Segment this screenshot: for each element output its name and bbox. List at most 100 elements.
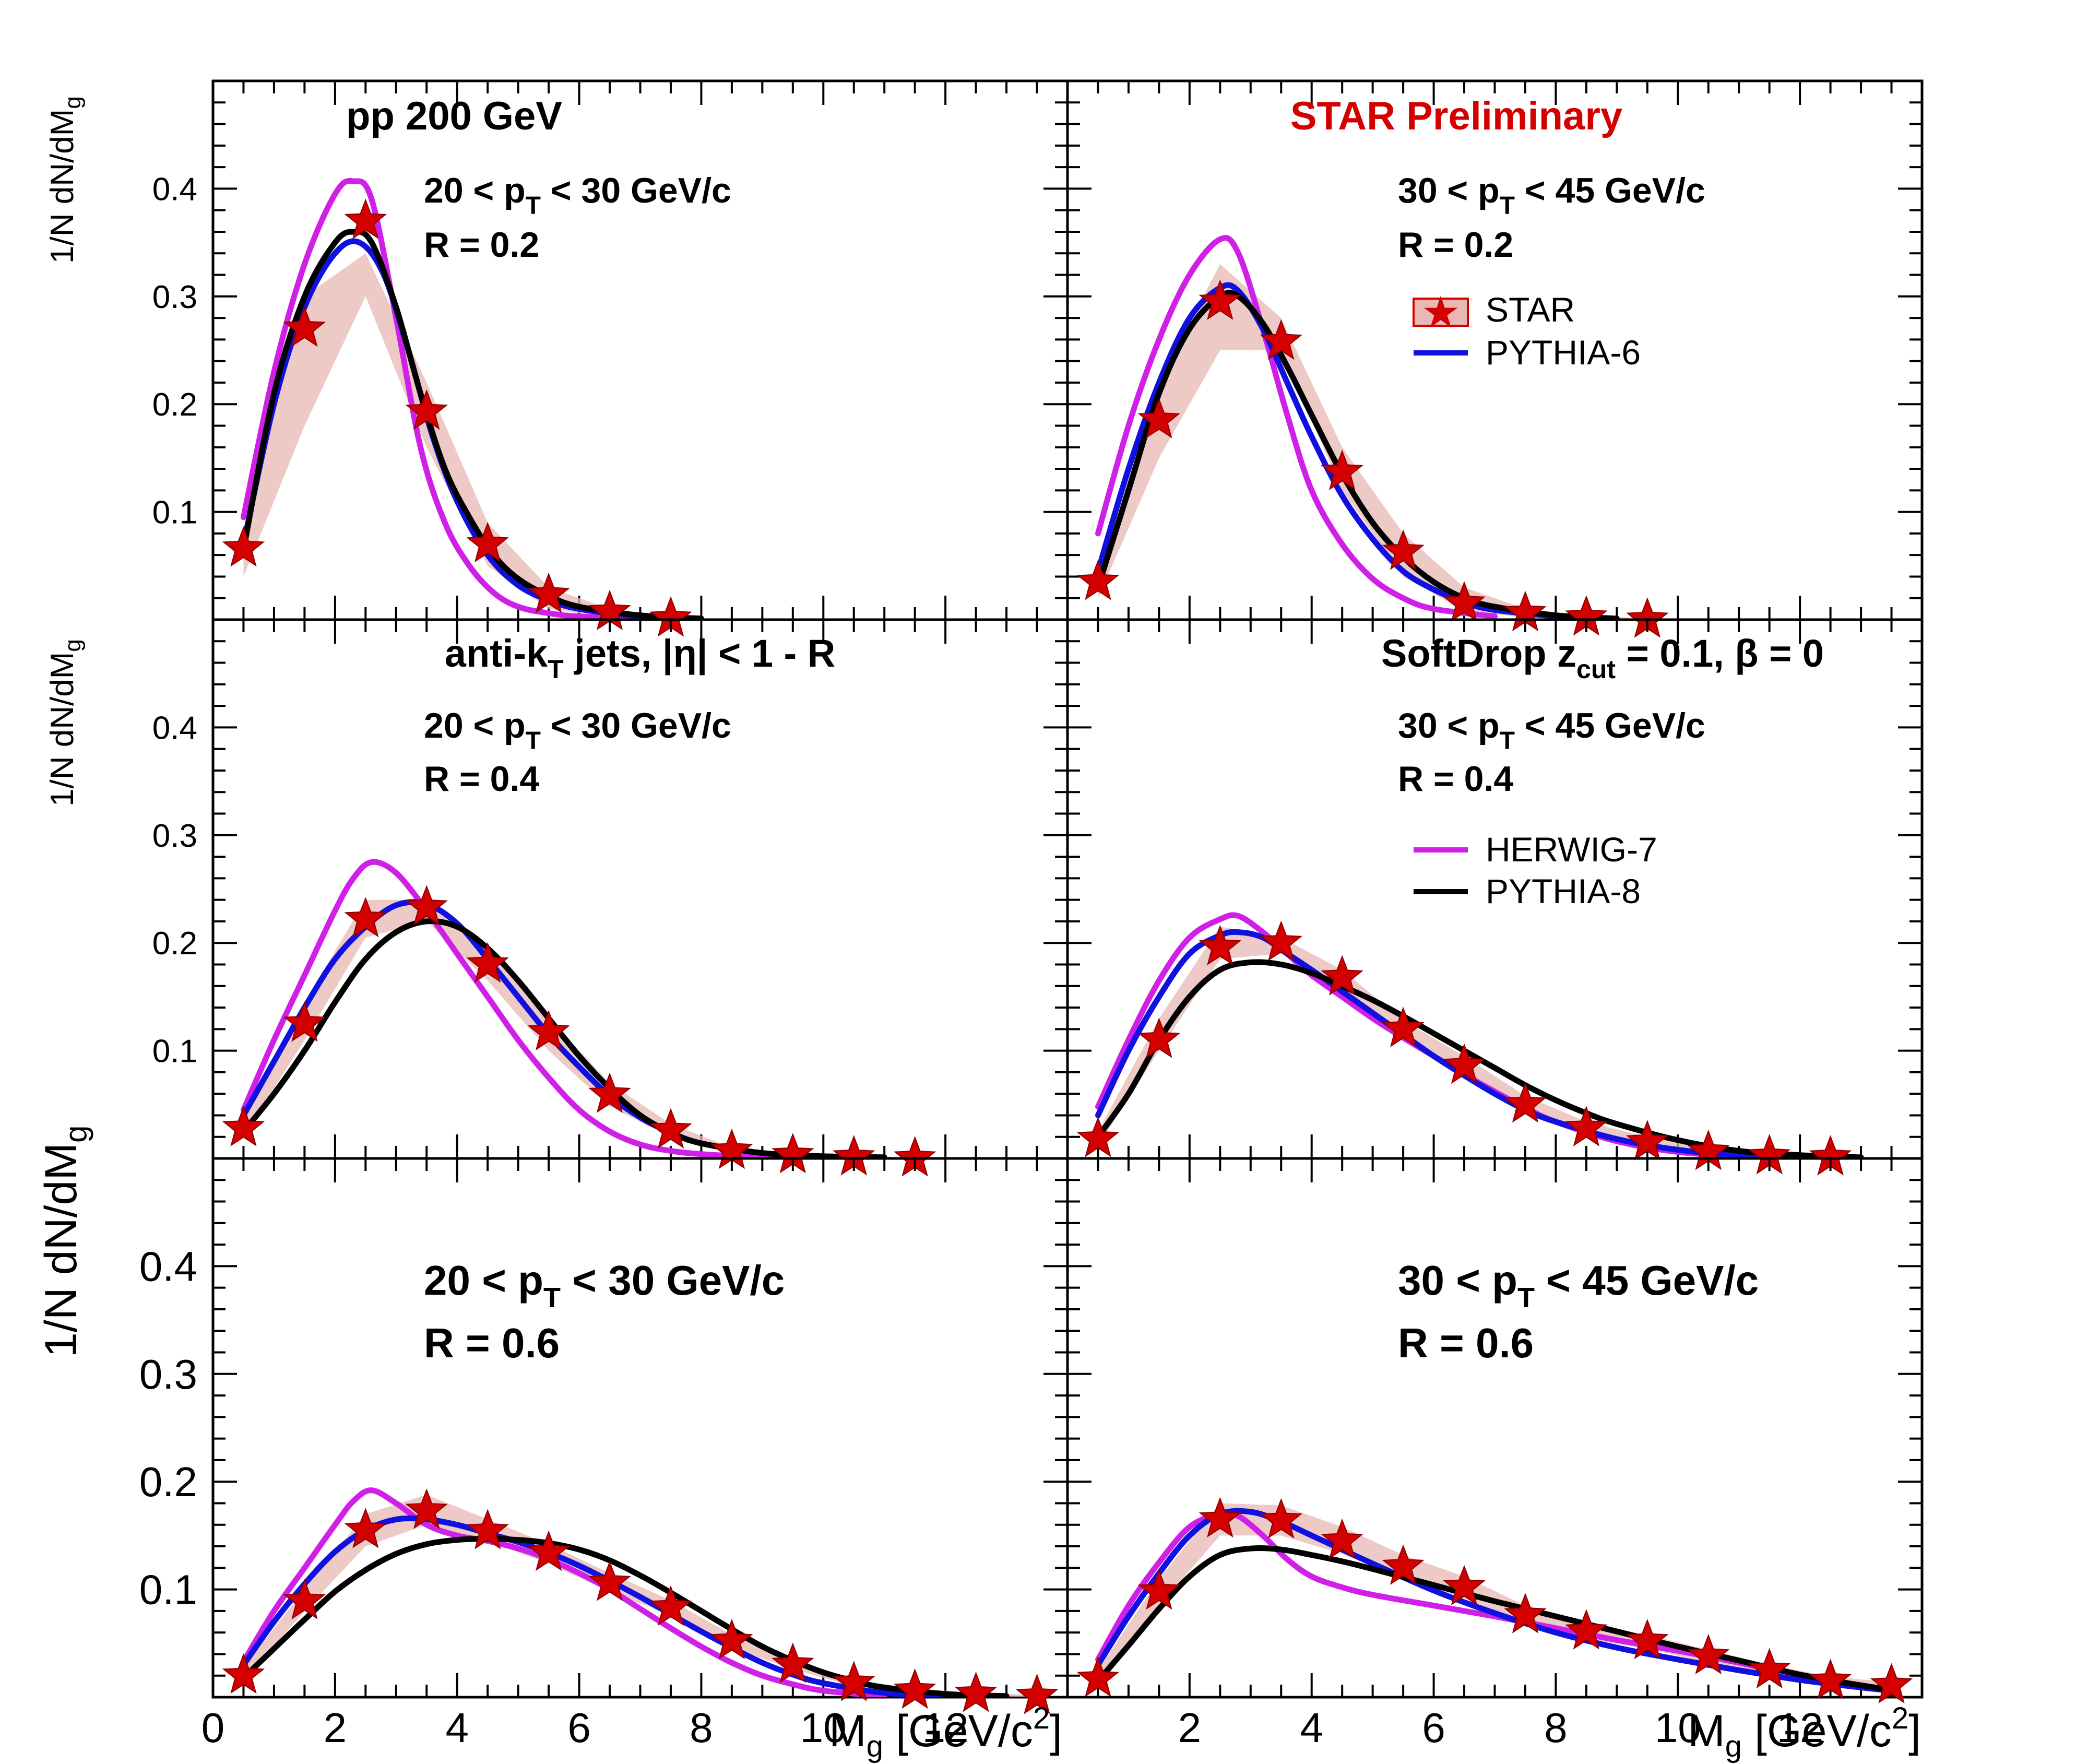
panels-layer: 0.1 0.2 0.3 0.4 0.1 0.2 0.3 0.4 0.1 0.2 0.3 0.4 0 2 4 6… [139, 79, 1924, 1751]
x-axis-title-text: M [829, 1706, 867, 1756]
star-data-point [1870, 1663, 1913, 1703]
star-data-point [1137, 1569, 1181, 1610]
x-tick-label: 2 [1178, 1704, 1202, 1751]
pt-range-label-bottom-right: 30 < pT < 45 GeV/c [1398, 1257, 1759, 1313]
x-tick-label: 10 [800, 1704, 847, 1751]
x-axis-title-unit: [GeV/c [1742, 1706, 1892, 1756]
panel-top-left: 0.1 0.2 0.3 0.4 [152, 79, 1069, 637]
softdrop-subscript: cut [1576, 655, 1616, 684]
x-axis-title-subscript: g [867, 1730, 883, 1763]
star-systematic-band [243, 253, 671, 620]
pt-range-text: 30 < p [1398, 171, 1500, 210]
star-data-point [1443, 1565, 1486, 1606]
star-data-point [1565, 1106, 1608, 1146]
pt-subscript: T [526, 727, 541, 755]
star-data-point [405, 389, 448, 430]
radius-label-top-left: R = 0.2 [424, 225, 539, 265]
panel-bottom-left: 0.1 0.2 0.3 0.4 0 2 4 6 8 10 12 [139, 1157, 1069, 1751]
jet-algorithm-text: jets, |η| < 1 - R [564, 632, 836, 676]
star-data-point [772, 1642, 814, 1683]
x-tick-label: 12 [1777, 1704, 1823, 1751]
legend-star-band-swatch [1413, 298, 1469, 327]
y-tick-label: 0.2 [139, 1459, 197, 1505]
star-data-point [1382, 529, 1425, 570]
y-axis-title-text: 1/N dN/dM [44, 652, 80, 807]
star-data-point [1443, 1043, 1486, 1084]
star-data-point [283, 306, 326, 347]
pt-subscript: T [1517, 1282, 1535, 1313]
y-tick-label: 0.1 [139, 1567, 197, 1613]
star-data-point [588, 1072, 631, 1113]
star-data-point [283, 1579, 326, 1619]
star-data-point [1199, 1497, 1242, 1538]
radius-label-middle-right: R = 0.4 [1398, 759, 1513, 799]
pythia-6-curve [1095, 282, 1559, 620]
pt-range-text: < 45 GeV/c [1535, 1257, 1759, 1304]
star-systematic-band [1098, 1503, 1892, 1690]
x-axis-title-unit: [GeV/c [883, 1706, 1033, 1756]
pt-range-text: 20 < p [424, 706, 526, 745]
star-data-point [1504, 1082, 1547, 1123]
star-data-point [466, 1509, 509, 1549]
plot-area [241, 859, 915, 1158]
y-tick-label: 0.3 [139, 1351, 197, 1398]
legend-pythia8-label: PYTHIA-8 [1486, 872, 1641, 910]
star-data-point [1321, 1518, 1363, 1559]
star-data-point [344, 1508, 387, 1548]
star-data-point [344, 896, 387, 938]
legend-herwig7-label: HERWIG-7 [1486, 830, 1657, 869]
star-data-point [893, 1668, 936, 1709]
star-data-point [1199, 925, 1242, 966]
star-data-point [527, 1010, 570, 1051]
pt-range-label-bottom-left: 20 < pT < 30 GeV/c [424, 1257, 785, 1313]
pt-subscript: T [1500, 727, 1515, 755]
y-tick-label: 0.2 [152, 387, 197, 423]
pt-range-text: < 30 GeV/c [561, 1257, 785, 1304]
panel-middle-left: 0.1 0.2 0.3 0.4 [152, 618, 1069, 1177]
star-data-point [466, 522, 509, 563]
x-axis-title-text: M [1688, 1706, 1725, 1756]
y-tick-label: 0.4 [152, 710, 197, 746]
jet-algorithm-subscript: T [548, 655, 564, 684]
jet-algorithm-label: anti-kT jets, |η| < 1 - R [445, 632, 835, 684]
pt-range-label-middle-left: 20 < pT < 30 GeV/c [424, 706, 731, 755]
legend-star-pythia6: ★ STAR PYTHIA-6 [1413, 288, 1641, 372]
softdrop-text: = 0.1, β = 0 [1616, 632, 1824, 675]
pt-range-text: 30 < p [1398, 1257, 1517, 1304]
x-axis-title-superscript: 2 [1033, 1701, 1050, 1735]
radius-label-bottom-right: R = 0.6 [1398, 1320, 1534, 1366]
radius-label-top-right: R = 0.2 [1398, 225, 1513, 265]
star-data-point [649, 1585, 692, 1626]
panel-frame [211, 79, 1069, 621]
y-tick-label: 0.3 [152, 279, 197, 315]
herwig-7-curve [241, 1487, 887, 1697]
y-axis-title-subscript: g [58, 1126, 93, 1143]
legend-pythia6-label: PYTHIA-6 [1486, 333, 1641, 372]
radius-label-middle-left: R = 0.4 [424, 759, 539, 799]
legend-star-marker-icon: ★ [1421, 288, 1460, 337]
pt-subscript: T [543, 1282, 561, 1313]
star-systematic-band [1098, 927, 1831, 1158]
y-axis-title-text: 1/N dN/dM [36, 1143, 86, 1357]
x-axis-title-left: Mg [GeV/c2] [829, 1701, 1062, 1763]
pt-range-label-top-right: 30 < pT < 45 GeV/c [1398, 171, 1705, 220]
star-data-point [1687, 1633, 1730, 1675]
x-tick-label: 4 [1300, 1704, 1323, 1751]
x-axis-title-subscript: g [1725, 1730, 1742, 1763]
y-axis-title-top: 1/N dN/dMg [44, 96, 86, 264]
star-data-point [1565, 1609, 1608, 1650]
herwig-7-curve [241, 859, 826, 1158]
y-tick-label: 0.3 [152, 818, 197, 854]
x-tick-label: 0 [201, 1704, 225, 1751]
x-axis-title-unit: ] [1908, 1706, 1921, 1756]
legend-herwig7-pythia8: HERWIG-7 PYTHIA-8 [1414, 830, 1657, 910]
star-data-point [222, 526, 265, 567]
star-systematic-band [243, 899, 915, 1158]
softdrop-label: SoftDrop zcut = 0.1, β = 0 [1381, 632, 1824, 684]
star-data-point [833, 1661, 875, 1701]
x-tick-label: 2 [324, 1704, 347, 1751]
y-axis-title-subscript: g [60, 96, 86, 109]
pt-range-label-middle-right: 30 < pT < 45 GeV/c [1398, 706, 1705, 755]
y-tick-label: 0.4 [152, 171, 197, 207]
